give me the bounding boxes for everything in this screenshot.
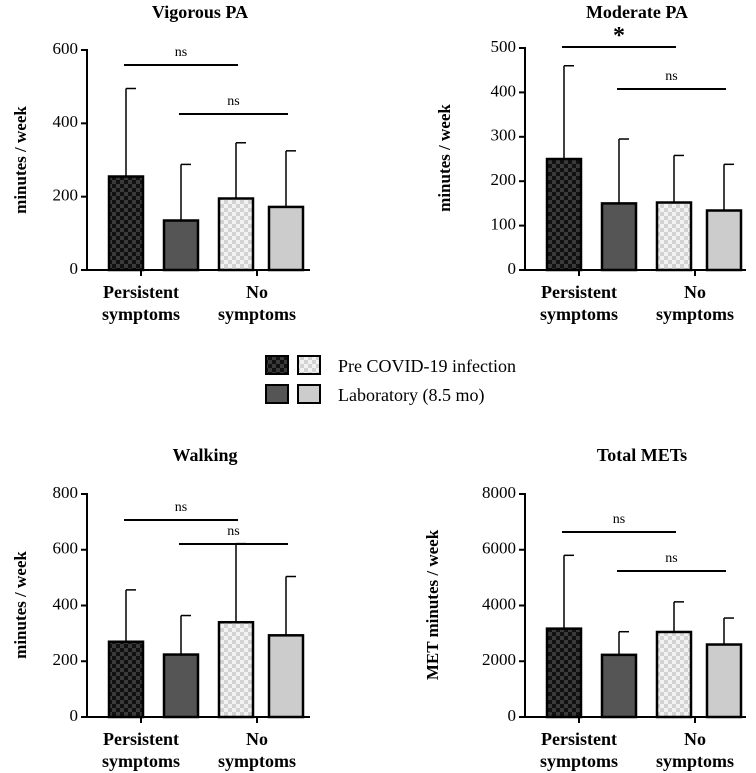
x-group-label: Persistent symptoms xyxy=(540,282,618,324)
significance-label: * xyxy=(613,23,625,49)
bar-pre-persistent xyxy=(107,175,145,272)
significance-label: ns xyxy=(175,500,187,515)
bar-pre-none xyxy=(217,620,255,719)
panels: Vigorous PA minutes / week 0 200 400 600 ns ns P… xyxy=(11,2,746,771)
x-group-label: No symptoms xyxy=(218,729,296,771)
panel-moderate-pa: Moderate PA minutes / week 0 100 200 300 400 50… xyxy=(435,2,746,324)
legend-swatch-lab-none xyxy=(297,384,321,404)
y-tick-label: 400 xyxy=(53,594,79,613)
significance-label: ns xyxy=(665,551,677,566)
y-tick-label: 200 xyxy=(53,186,79,205)
panel-title: Vigorous PA xyxy=(152,2,248,22)
panel-title: Moderate PA xyxy=(586,2,688,22)
bar-lab-none xyxy=(705,643,743,719)
y-axis-label: minutes / week xyxy=(11,551,30,659)
panel-title: Walking xyxy=(172,445,237,465)
y-tick-label: 600 xyxy=(53,539,79,558)
legend-swatch-pre-persistent xyxy=(265,355,289,375)
y-axis-label: minutes / week xyxy=(11,106,30,214)
x-group-label: Persistent symptoms xyxy=(102,282,180,324)
bar-lab-none xyxy=(267,205,305,272)
panel-title: Total METs xyxy=(597,445,687,465)
panel-walking: Walking minutes / week 0 200 400 600 800 ns ns Pe… xyxy=(11,445,310,771)
y-tick-label: 2000 xyxy=(482,650,516,669)
y-tick-label: 200 xyxy=(491,170,517,189)
significance-label: ns xyxy=(665,69,677,84)
panel-vigorous-pa: Vigorous PA minutes / week 0 200 400 600 ns ns P… xyxy=(11,2,310,324)
legend-label-pre: Pre COVID-19 infection xyxy=(338,356,516,376)
bar-lab-none xyxy=(705,209,743,272)
y-tick-label: 800 xyxy=(53,483,79,502)
y-axis-label: minutes / week xyxy=(435,104,454,212)
x-group-label: Persistent symptoms xyxy=(102,729,180,771)
bar-pre-persistent xyxy=(545,627,583,719)
legend: Pre COVID-19 infection Laboratory (8.5 m… xyxy=(265,355,516,406)
y-tick-label: 8000 xyxy=(482,483,516,502)
bar-pre-persistent xyxy=(107,640,145,719)
y-tick-label: 300 xyxy=(491,126,517,145)
y-tick-label: 0 xyxy=(70,706,79,725)
legend-label-lab: Laboratory (8.5 mo) xyxy=(338,385,484,406)
bar-lab-persistent xyxy=(162,653,200,719)
bar-pre-none xyxy=(655,630,693,719)
bar-pre-persistent xyxy=(545,157,583,272)
y-tick-label: 6000 xyxy=(482,539,516,558)
significance-label: ns xyxy=(175,45,187,60)
bar-lab-persistent xyxy=(600,653,638,719)
y-tick-label: 200 xyxy=(53,650,79,669)
x-group-label: No symptoms xyxy=(656,729,734,771)
y-tick-label: 0 xyxy=(70,259,79,278)
y-tick-label: 400 xyxy=(53,112,79,131)
y-tick-label: 600 xyxy=(53,39,79,58)
legend-swatch-lab-persistent xyxy=(265,384,289,404)
panel-total-mets: Total METs MET minutes / week 0 2000 4000 600… xyxy=(423,445,746,771)
bar-lab-persistent xyxy=(600,202,638,272)
y-tick-label: 100 xyxy=(491,215,517,234)
y-tick-label: 4000 xyxy=(482,594,516,613)
y-tick-label: 500 xyxy=(491,37,517,56)
significance-label: ns xyxy=(227,94,239,109)
significance-label: ns xyxy=(227,524,239,539)
legend-swatch-pre-none xyxy=(297,355,321,375)
bar-pre-none xyxy=(217,197,255,272)
y-tick-label: 0 xyxy=(508,706,517,725)
significance-label: ns xyxy=(613,512,625,527)
y-tick-label: 0 xyxy=(508,259,517,278)
bar-lab-persistent xyxy=(162,219,200,272)
y-tick-label: 400 xyxy=(491,81,517,100)
y-axis-label: MET minutes / week xyxy=(423,529,442,680)
x-group-label: No symptoms xyxy=(656,282,734,324)
x-group-label: No symptoms xyxy=(218,282,296,324)
x-group-label: Persistent symptoms xyxy=(540,729,618,771)
bar-pre-none xyxy=(655,201,693,272)
bar-lab-none xyxy=(267,634,305,719)
